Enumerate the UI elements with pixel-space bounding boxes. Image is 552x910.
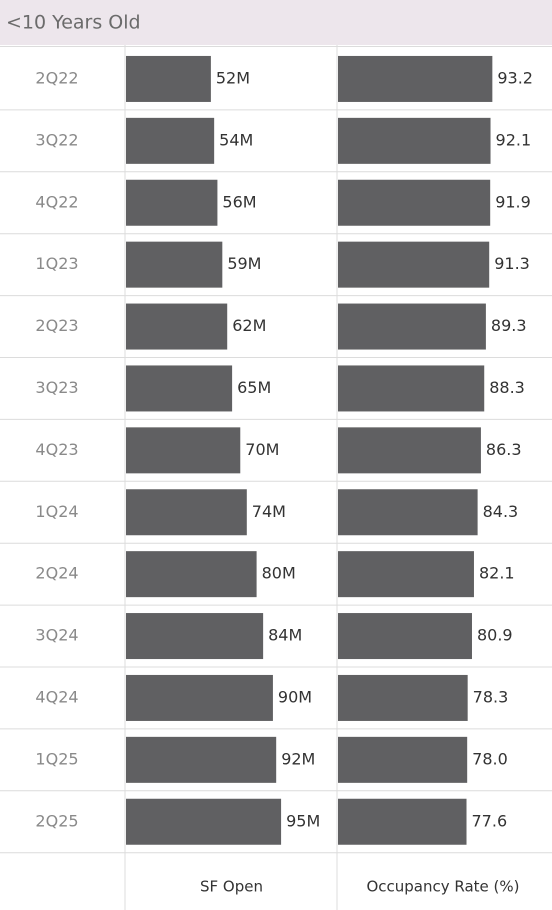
value-label: 90M <box>278 687 312 706</box>
value-label: 88.3 <box>489 378 525 397</box>
value-label: 78.0 <box>472 749 508 768</box>
value-label: 80M <box>262 564 296 583</box>
value-label: 84.3 <box>483 502 519 521</box>
value-label: 65M <box>237 378 271 397</box>
value-label: 95M <box>286 811 320 830</box>
bar <box>126 427 241 474</box>
value-label: 74M <box>252 502 286 521</box>
chart-title: <10 Years Old <box>6 12 141 34</box>
value-label: 92M <box>281 749 315 768</box>
bar <box>126 365 233 412</box>
value-label: 93.2 <box>497 68 533 87</box>
bar <box>126 241 223 288</box>
bar <box>338 179 491 226</box>
bar <box>126 613 264 660</box>
bar <box>126 55 211 102</box>
bar <box>338 365 485 412</box>
bar <box>126 674 273 721</box>
value-label: 56M <box>222 192 256 211</box>
category-label: 2Q25 <box>35 811 78 830</box>
category-label: 2Q22 <box>35 68 78 87</box>
bar <box>338 613 472 660</box>
value-label: 78.3 <box>473 687 509 706</box>
value-label: 91.9 <box>495 192 531 211</box>
bar <box>338 241 490 288</box>
value-label: 84M <box>268 626 302 645</box>
category-label: 3Q23 <box>35 378 78 397</box>
category-label: 1Q25 <box>35 749 78 768</box>
bar <box>338 303 486 350</box>
category-label: 4Q24 <box>35 687 78 706</box>
value-label: 92.1 <box>496 130 532 149</box>
bar <box>126 117 215 164</box>
value-label: 62M <box>232 316 266 335</box>
bar <box>338 798 467 845</box>
bar <box>338 427 481 474</box>
bar <box>126 551 257 598</box>
bar <box>126 303 228 350</box>
header-band <box>0 0 552 45</box>
value-label: 70M <box>245 440 279 459</box>
value-label: 86.3 <box>486 440 522 459</box>
value-label: 89.3 <box>491 316 527 335</box>
category-label: 1Q24 <box>35 502 78 521</box>
value-label: 80.9 <box>477 626 513 645</box>
category-label: 1Q23 <box>35 254 78 273</box>
value-label: 52M <box>216 68 250 87</box>
bar <box>338 55 493 102</box>
category-label: 2Q24 <box>35 564 78 583</box>
category-label: 4Q22 <box>35 192 78 211</box>
value-label: 82.1 <box>479 564 515 583</box>
category-label: 2Q23 <box>35 316 78 335</box>
value-label: 77.6 <box>472 811 508 830</box>
category-label: 4Q23 <box>35 440 78 459</box>
category-label: 3Q22 <box>35 130 78 149</box>
bar <box>126 798 282 845</box>
category-label: 3Q24 <box>35 626 78 645</box>
bar <box>126 736 277 783</box>
bar <box>126 179 218 226</box>
column-label: Occupancy Rate (%) <box>366 878 519 896</box>
bar <box>338 117 491 164</box>
value-label: 54M <box>219 130 253 149</box>
value-label: 91.3 <box>494 254 530 273</box>
bar <box>338 736 468 783</box>
bar <box>338 551 474 598</box>
bar <box>126 489 247 536</box>
bar <box>338 674 468 721</box>
column-label: SF Open <box>200 878 263 896</box>
bar <box>338 489 478 536</box>
value-label: 59M <box>227 254 261 273</box>
